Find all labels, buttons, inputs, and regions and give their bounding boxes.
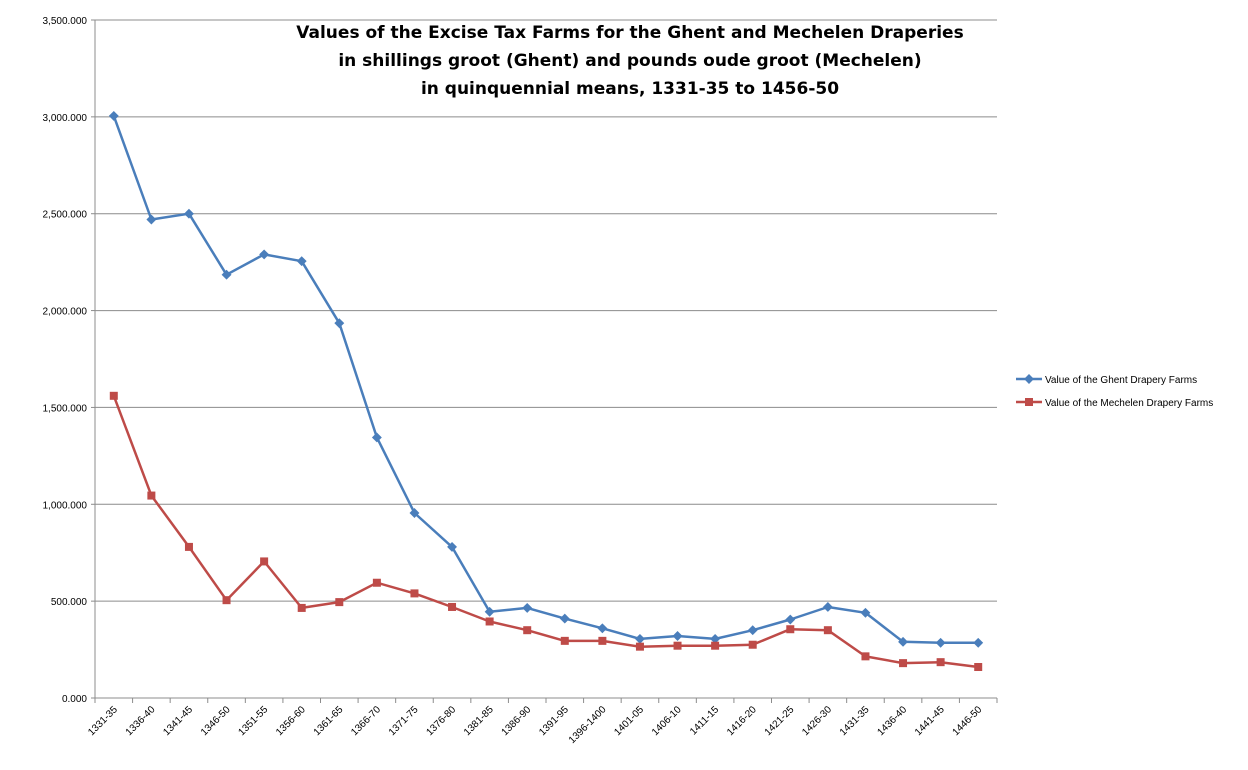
data-point xyxy=(184,208,194,219)
data-point xyxy=(522,602,533,613)
data-point xyxy=(559,613,570,624)
x-tick-label: 1406-10 xyxy=(650,704,684,738)
x-tick-label: 1366-70 xyxy=(349,704,383,738)
data-point xyxy=(860,607,871,618)
data-point xyxy=(597,623,608,634)
data-point xyxy=(372,578,381,587)
data-point xyxy=(409,508,420,518)
x-tick-label: 1376-80 xyxy=(424,704,458,738)
data-point xyxy=(484,606,495,617)
data-point xyxy=(260,557,269,566)
data-point xyxy=(222,596,231,605)
data-point xyxy=(109,391,118,400)
x-tick-label: 1361-65 xyxy=(312,704,346,738)
x-tick-label: 1381-85 xyxy=(462,704,496,738)
data-point xyxy=(334,318,345,329)
data-point xyxy=(296,256,307,267)
series-line xyxy=(112,115,979,645)
legend-ghent-label: Value of the Ghent Drapery Farms xyxy=(1045,375,1197,386)
data-point xyxy=(184,542,193,551)
data-point xyxy=(785,614,796,625)
y-tick-label: 0.000 xyxy=(62,694,87,705)
series-layer xyxy=(108,110,984,672)
x-tick-label: 1416-20 xyxy=(725,704,759,738)
y-tick-label: 3,500.000 xyxy=(43,16,88,27)
series-mechelen xyxy=(109,391,983,672)
data-point xyxy=(823,626,832,635)
y-tick-label: 500.000 xyxy=(51,597,88,608)
legend-mechelen-marker xyxy=(1025,398,1033,406)
data-point xyxy=(635,642,644,651)
legend: Value of the Ghent Drapery Farms Value o… xyxy=(1016,374,1213,409)
x-tick-label: 1391-95 xyxy=(537,704,571,738)
data-point xyxy=(108,110,119,121)
data-point xyxy=(146,214,157,225)
x-tick-label: 1446-50 xyxy=(951,704,985,738)
x-tick-label: 1341-45 xyxy=(161,704,195,738)
x-tick-label: 1396-1400 xyxy=(567,704,609,746)
x-tick-label: 1336-40 xyxy=(124,704,158,738)
data-point xyxy=(861,652,870,661)
x-tick-label: 1426-30 xyxy=(800,704,834,738)
x-tick-label: 1356-60 xyxy=(274,704,308,738)
data-point xyxy=(371,432,382,443)
data-point xyxy=(899,659,908,668)
data-point xyxy=(485,617,494,626)
data-point xyxy=(221,269,232,280)
x-tick-label: 1421-25 xyxy=(763,704,797,738)
data-point xyxy=(673,641,682,650)
x-tick-label: 1371-75 xyxy=(387,704,421,738)
y-tick-label: 2,000.000 xyxy=(43,307,88,318)
gridlines xyxy=(95,19,997,602)
title-line-3: in quinquennial means, 1331-35 to 1456-5… xyxy=(421,79,839,99)
data-point xyxy=(598,636,607,645)
data-point xyxy=(974,663,983,672)
title-line-2: in shillings groot (Ghent) and pounds ou… xyxy=(338,51,921,71)
data-point xyxy=(447,541,457,552)
data-point xyxy=(448,602,457,611)
data-point xyxy=(297,603,306,612)
data-point xyxy=(523,626,532,635)
data-point xyxy=(147,491,156,500)
y-tick-label: 1,500.000 xyxy=(43,403,88,414)
x-tick-label: 1436-40 xyxy=(875,704,909,738)
x-tick-label: 1386-90 xyxy=(500,704,534,738)
x-tick-label: 1401-05 xyxy=(612,704,646,738)
chart-title: Values of the Excise Tax Farms for the G… xyxy=(296,23,963,99)
data-point xyxy=(259,249,270,260)
x-tick-label: 1411-15 xyxy=(688,704,722,738)
y-axis-ticks: 0.000 500.000 1,000.000 1,500.000 2,000.000 2… xyxy=(43,16,95,705)
data-point xyxy=(786,625,795,634)
x-tick-label: 1346-50 xyxy=(199,704,233,738)
data-point xyxy=(410,589,419,598)
data-point xyxy=(973,637,984,648)
series-line xyxy=(112,395,979,669)
data-point xyxy=(710,633,721,644)
legend-ghent-marker xyxy=(1024,374,1034,384)
x-tick-label: 1431-35 xyxy=(838,704,872,738)
data-point xyxy=(747,625,758,636)
series-ghent xyxy=(108,110,984,648)
legend-mechelen-label: Value of the Mechelen Drapery Farms xyxy=(1045,398,1213,409)
data-point xyxy=(711,641,720,650)
title-line-1: Values of the Excise Tax Farms for the G… xyxy=(296,23,963,43)
data-point xyxy=(748,640,757,649)
y-tick-label: 3,000.000 xyxy=(43,113,88,124)
x-tick-label: 1351-55 xyxy=(237,704,271,738)
x-tick-label: 1441-45 xyxy=(913,704,947,738)
y-tick-label: 1,000.000 xyxy=(43,500,88,511)
data-point xyxy=(935,637,946,648)
x-axis-ticks: 1331-35 1336-40 1341-45 1346-50 1351-55 1356-… xyxy=(86,698,998,746)
data-point xyxy=(898,636,908,647)
y-tick-label: 2,500.000 xyxy=(43,210,88,221)
data-point xyxy=(822,602,833,612)
data-point xyxy=(635,633,645,644)
data-point xyxy=(335,598,344,607)
data-point xyxy=(672,631,683,641)
x-tick-label: 1331-35 xyxy=(86,704,120,738)
data-point xyxy=(936,658,945,667)
data-point xyxy=(560,636,569,645)
